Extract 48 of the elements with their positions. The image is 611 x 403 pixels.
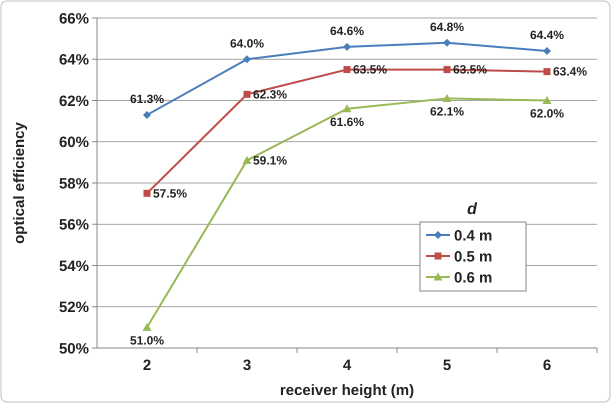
point [443, 38, 451, 47]
y-tick-label: 62% [58, 92, 89, 110]
data-label: 62.0% [530, 106, 564, 120]
x-tick-label: 3 [242, 357, 252, 374]
point [344, 66, 350, 74]
y-tick-label: 56% [58, 216, 89, 234]
point [442, 94, 452, 102]
y-tick-label: 58% [58, 175, 89, 192]
data-label: 64.8% [430, 20, 464, 34]
point [544, 68, 550, 76]
data-label: 57.5% [153, 186, 188, 200]
data-label: 61.3% [130, 92, 164, 106]
data-label: 62.3% [253, 87, 288, 102]
data-label: 63.4% [553, 64, 588, 79]
point [143, 110, 151, 119]
y-tick-label: 54% [58, 258, 89, 275]
y-tick-label: 66% [58, 10, 89, 28]
point [243, 55, 251, 64]
legend-label: 0.6 m [454, 269, 492, 286]
point [342, 104, 352, 112]
point [542, 96, 552, 104]
point [244, 90, 250, 98]
data-label: 59.1% [253, 153, 288, 168]
data-label: 61.6% [330, 114, 364, 129]
legend-label: 0.4 m [454, 227, 492, 244]
y-tick-label: 50% [58, 340, 89, 358]
data-label: 64.4% [530, 28, 564, 42]
legend-label: 0.5 m [454, 248, 492, 266]
point [144, 190, 150, 197]
y-tick-label: 60% [58, 134, 89, 151]
point [142, 322, 152, 331]
x-tick-label: 2 [142, 357, 152, 374]
point [343, 42, 351, 51]
y-tick-label: 64% [58, 52, 89, 68]
data-label: 64.0% [230, 36, 264, 50]
point [444, 66, 450, 74]
x-axis-title: receiver height (m) [280, 382, 414, 399]
y-axis-title: optical efficiency [11, 121, 28, 244]
x-tick-label: 4 [342, 357, 352, 374]
point [543, 47, 551, 55]
x-tick-label: 5 [442, 357, 452, 374]
data-label: 51.0% [130, 333, 164, 348]
data-label: 62.1% [430, 104, 464, 118]
y-tick-label: 52% [58, 299, 89, 316]
x-tick-label: 6 [542, 357, 552, 374]
legend-title: d [467, 201, 478, 218]
point [242, 156, 252, 164]
data-label: 64.6% [330, 24, 364, 38]
